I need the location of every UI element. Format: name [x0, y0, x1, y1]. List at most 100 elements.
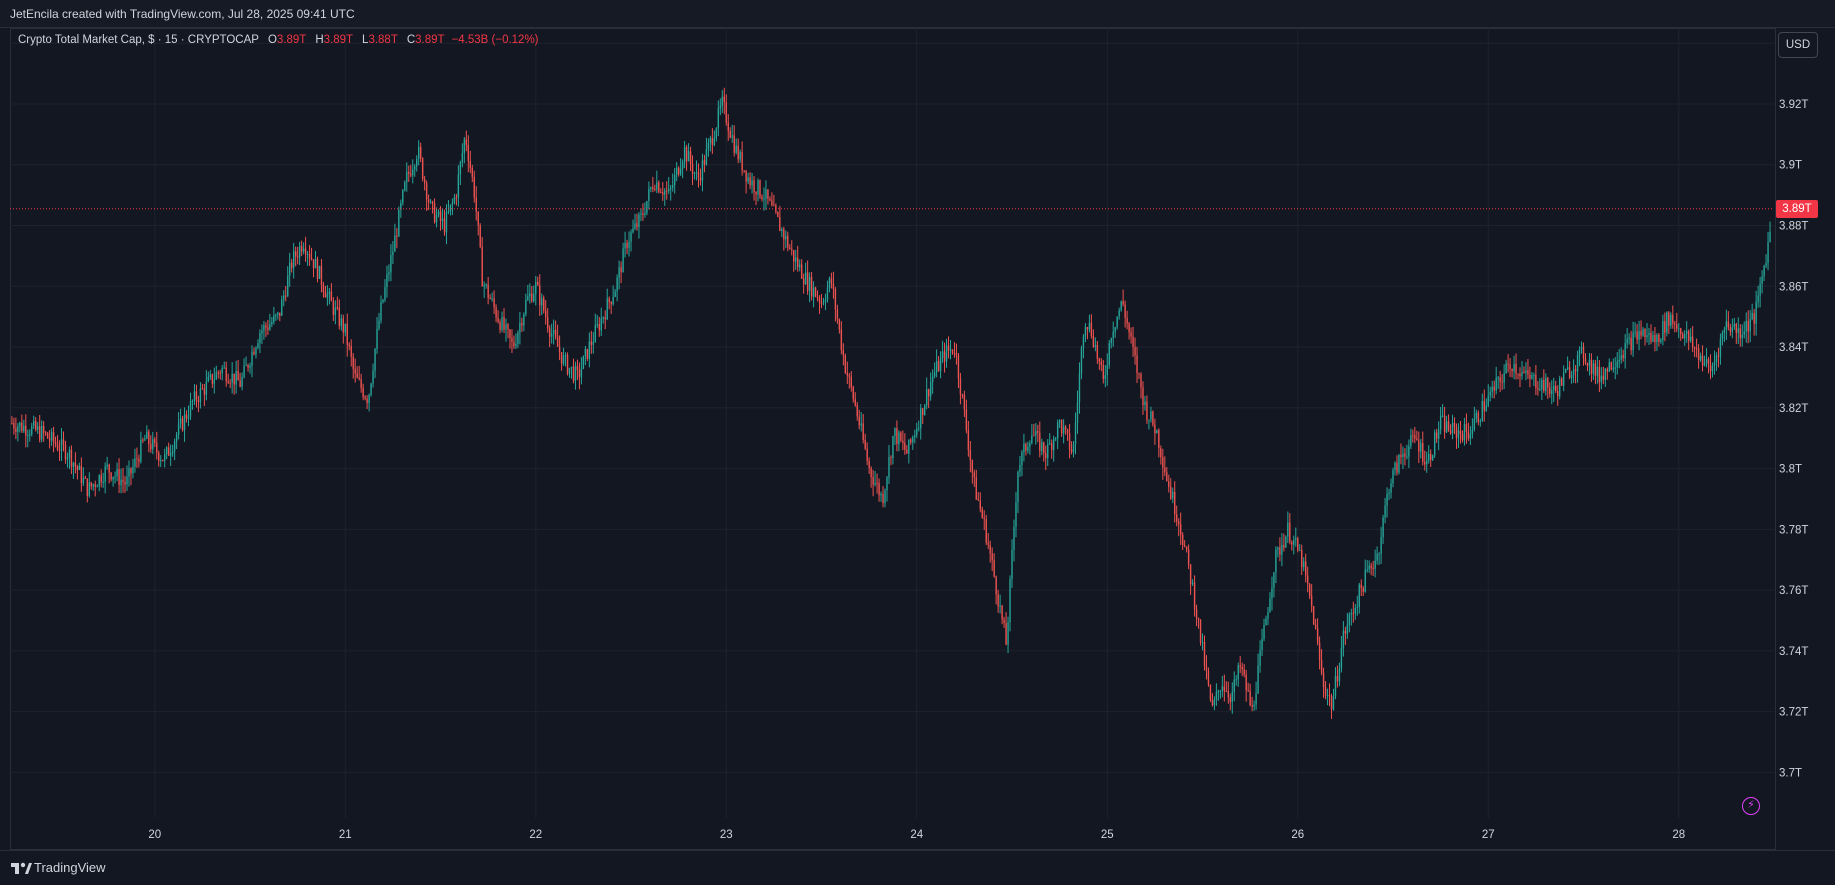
candle-body	[864, 439, 866, 449]
candle-body	[993, 560, 995, 577]
candle-body	[858, 416, 860, 426]
candle-body	[1465, 423, 1468, 433]
symbol-info[interactable]: Crypto Total Market Cap, $ · 15 · CRYPTO…	[18, 34, 259, 46]
candle-body	[727, 122, 729, 131]
candle-body	[1701, 355, 1704, 366]
y-tick-label: 3.76T	[1779, 585, 1808, 597]
candle-body	[1689, 336, 1692, 341]
candle-body	[1199, 619, 1202, 643]
candle-body	[1459, 430, 1462, 434]
candle-body	[761, 196, 763, 200]
candle-body	[795, 257, 797, 262]
candle-body	[1469, 433, 1472, 439]
candle-body	[779, 216, 781, 232]
candle-body	[1360, 584, 1362, 589]
candle-body	[900, 432, 902, 441]
candle-body	[156, 442, 158, 453]
candle-body	[1568, 367, 1571, 378]
candle-body	[1664, 320, 1666, 333]
candle-body	[1604, 368, 1607, 380]
candle-body	[1515, 364, 1517, 374]
price-axis: 3.94T3.92T3.9T3.88T3.86T3.84T3.82T3.8T3.…	[1779, 38, 1808, 779]
candle-body	[1650, 333, 1652, 342]
candle-body	[1289, 522, 1291, 542]
lightning-icon[interactable]: ⚡	[1742, 797, 1760, 815]
candle-body	[1592, 363, 1595, 374]
candle-body	[1414, 435, 1416, 439]
candle-body	[1344, 630, 1347, 634]
candle-body	[1142, 387, 1144, 406]
candle-body	[1177, 521, 1180, 525]
candle-body	[1346, 624, 1349, 634]
candle-body	[1195, 609, 1198, 619]
candle-body	[1491, 386, 1493, 392]
candle-body	[1225, 691, 1228, 693]
candle-body	[1620, 355, 1622, 360]
candle-body	[731, 135, 733, 138]
currency-button[interactable]: USD	[1778, 32, 1818, 58]
candle-body	[1243, 669, 1245, 675]
candle-body	[550, 333, 553, 337]
candle-body	[489, 297, 491, 299]
time-axis: 20 21 22 23 24 25 26 27 28	[148, 829, 1685, 841]
candle-body	[1638, 331, 1640, 340]
candle-body	[17, 426, 19, 432]
candle-body	[701, 160, 704, 181]
candle-body	[507, 324, 509, 330]
y-tick-label: 3.84T	[1779, 342, 1808, 354]
candle-body	[435, 215, 438, 223]
tradingview-logo-icon[interactable]	[10, 861, 32, 875]
candle-body	[1626, 338, 1628, 344]
candle-body	[1352, 613, 1355, 615]
candle-body	[364, 397, 366, 399]
candle-body	[342, 318, 344, 333]
candle-body	[1176, 514, 1178, 522]
candle-body	[1576, 355, 1579, 372]
candle-body	[953, 352, 956, 354]
candle-body	[1338, 668, 1341, 682]
candle-body	[1283, 544, 1285, 548]
candle-body	[1146, 401, 1148, 421]
candle-body	[1553, 386, 1555, 391]
candle-body	[1221, 686, 1224, 691]
candle-body	[221, 367, 223, 374]
candle-body	[916, 428, 918, 436]
candle-body	[362, 388, 364, 398]
candle-body	[1682, 334, 1684, 339]
y-tick-label: 3.88T	[1779, 221, 1808, 233]
candle-body	[1439, 415, 1442, 430]
candle-body	[1642, 328, 1644, 336]
candle-body	[898, 432, 900, 444]
candle-body	[1265, 618, 1267, 625]
candle-body	[598, 323, 600, 331]
candle-body	[658, 182, 660, 192]
candle-body	[296, 256, 299, 258]
candle-body	[152, 439, 154, 450]
candle-body	[981, 509, 983, 518]
candle-body	[1209, 684, 1212, 700]
candle-body	[1477, 412, 1480, 422]
candle-body	[102, 481, 104, 483]
candle-body	[261, 330, 263, 334]
candle-body	[519, 322, 521, 333]
candle-body	[290, 262, 293, 268]
candle-body	[723, 96, 725, 103]
candle-body	[1144, 401, 1146, 406]
candle-body	[945, 345, 948, 362]
candle-body	[1684, 334, 1686, 339]
candle-body	[96, 486, 98, 488]
candle-body	[19, 422, 21, 427]
candle-body	[646, 200, 648, 214]
y-tick-label: 3.82T	[1779, 403, 1808, 415]
y-tick-label: 3.7T	[1779, 767, 1802, 779]
candle-body	[1257, 665, 1259, 694]
candle-body	[1189, 564, 1192, 585]
tradingview-brand[interactable]: TradingView	[34, 860, 106, 875]
candle-body	[983, 517, 985, 519]
close-label: C	[406, 34, 416, 46]
candle-body	[247, 365, 249, 368]
candle-body	[1406, 456, 1408, 458]
candle-body	[1380, 537, 1382, 554]
candle-body	[1150, 411, 1152, 420]
